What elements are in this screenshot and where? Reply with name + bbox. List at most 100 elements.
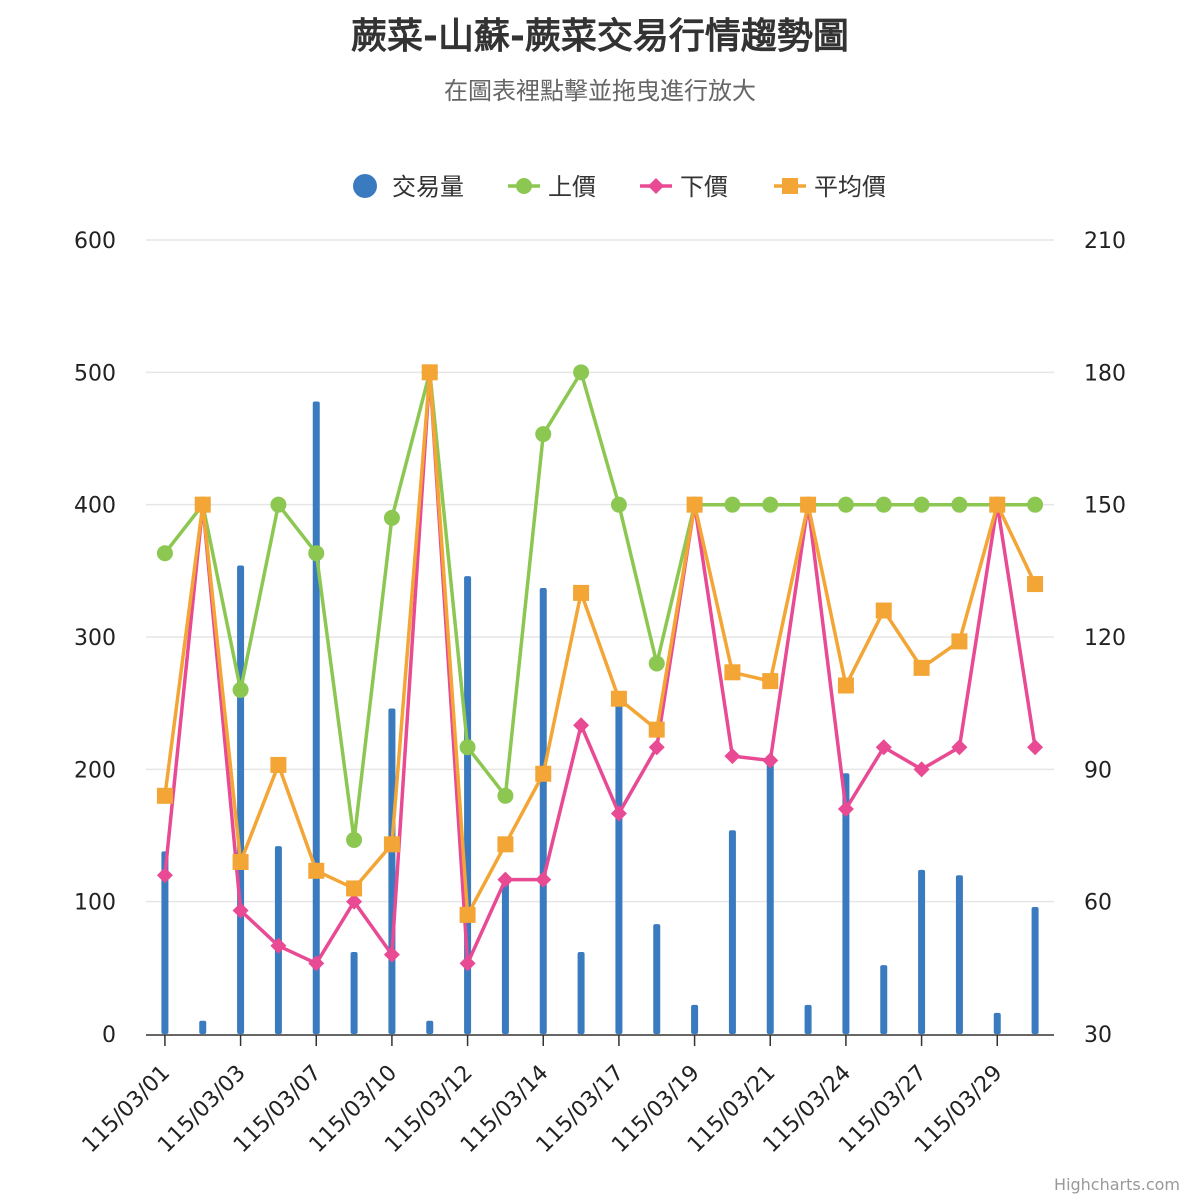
- credits-link[interactable]: Highcharts.com: [1054, 1175, 1180, 1194]
- data-point-marker[interactable]: [762, 496, 779, 513]
- data-point-marker[interactable]: [648, 655, 665, 672]
- legend-item[interactable]: 交易量: [353, 173, 464, 201]
- data-point-marker[interactable]: [383, 946, 400, 963]
- data-point-marker[interactable]: [194, 496, 211, 513]
- legend-symbol[interactable]: [648, 178, 664, 194]
- data-point-marker[interactable]: [383, 836, 400, 853]
- data-point-marker[interactable]: [535, 765, 552, 782]
- legend-item[interactable]: 下價: [640, 173, 728, 201]
- volume-bar[interactable]: [955, 875, 963, 1034]
- volume-bar[interactable]: [728, 830, 736, 1034]
- data-point-marker[interactable]: [913, 659, 930, 676]
- volume-bars: [161, 401, 1039, 1034]
- volume-bar[interactable]: [388, 708, 396, 1034]
- data-point-marker[interactable]: [837, 677, 854, 694]
- legend-symbol[interactable]: [782, 178, 798, 194]
- volume-bar[interactable]: [993, 1012, 1001, 1034]
- data-point-marker[interactable]: [989, 496, 1006, 513]
- data-point-marker[interactable]: [951, 633, 968, 650]
- data-point-marker[interactable]: [610, 805, 627, 822]
- data-point-marker[interactable]: [837, 801, 854, 818]
- data-point-marker[interactable]: [724, 748, 741, 765]
- data-point-marker[interactable]: [535, 426, 552, 443]
- legend-item[interactable]: 平均價: [774, 173, 886, 201]
- volume-bar[interactable]: [501, 880, 509, 1034]
- data-point-marker[interactable]: [346, 831, 363, 848]
- data-point-marker[interactable]: [573, 364, 590, 381]
- data-point-marker[interactable]: [232, 902, 249, 919]
- volume-bar[interactable]: [1031, 906, 1039, 1034]
- data-point-marker[interactable]: [837, 496, 854, 513]
- volume-bar[interactable]: [918, 869, 926, 1034]
- data-point-marker[interactable]: [270, 937, 287, 954]
- legend-label: 平均價: [814, 173, 886, 201]
- data-point-marker[interactable]: [232, 853, 249, 870]
- data-point-marker[interactable]: [610, 690, 627, 707]
- right-y-tick-label: 210: [1084, 229, 1126, 254]
- data-point-marker[interactable]: [573, 584, 590, 601]
- data-point-marker[interactable]: [497, 871, 514, 888]
- data-point-marker[interactable]: [610, 496, 627, 513]
- data-point-marker[interactable]: [459, 739, 476, 756]
- volume-bar[interactable]: [426, 1020, 434, 1034]
- data-point-marker[interactable]: [497, 787, 514, 804]
- data-point-marker[interactable]: [270, 756, 287, 773]
- data-point-marker[interactable]: [459, 955, 476, 972]
- volume-bar[interactable]: [237, 565, 245, 1034]
- data-point-marker[interactable]: [875, 739, 892, 756]
- data-point-marker[interactable]: [535, 871, 552, 888]
- volume-bar[interactable]: [161, 851, 169, 1034]
- data-point-marker[interactable]: [875, 602, 892, 619]
- volume-bar[interactable]: [804, 1004, 812, 1034]
- volume-bar[interactable]: [691, 1004, 699, 1034]
- data-point-marker[interactable]: [648, 721, 665, 738]
- data-point-marker[interactable]: [1027, 496, 1044, 513]
- series-line[interactable]: [163, 370, 1037, 917]
- data-point-marker[interactable]: [762, 752, 779, 769]
- volume-bar[interactable]: [653, 924, 661, 1034]
- data-point-marker[interactable]: [232, 681, 249, 698]
- volume-bar[interactable]: [577, 951, 585, 1034]
- data-point-marker[interactable]: [459, 906, 476, 923]
- data-point-marker[interactable]: [156, 867, 173, 884]
- volume-bar[interactable]: [539, 588, 547, 1034]
- data-point-marker[interactable]: [308, 955, 325, 972]
- data-point-marker[interactable]: [346, 893, 363, 910]
- right-y-axis: 30 60 90 120 150 180 210: [1084, 229, 1126, 1048]
- legend-item[interactable]: 上價: [508, 173, 596, 201]
- data-point-marker[interactable]: [497, 836, 514, 853]
- data-point-marker[interactable]: [875, 496, 892, 513]
- data-point-marker[interactable]: [800, 496, 817, 513]
- data-point-marker[interactable]: [724, 496, 741, 513]
- volume-bar[interactable]: [312, 401, 320, 1034]
- data-point-marker[interactable]: [308, 862, 325, 879]
- volume-bar[interactable]: [880, 965, 888, 1034]
- data-point-marker[interactable]: [573, 717, 590, 734]
- data-point-marker[interactable]: [762, 673, 779, 690]
- volume-bar[interactable]: [766, 756, 774, 1034]
- volume-bar[interactable]: [615, 703, 623, 1034]
- data-point-marker[interactable]: [346, 880, 363, 897]
- data-point-marker[interactable]: [1027, 576, 1044, 593]
- series-line[interactable]: [163, 370, 1037, 966]
- data-point-marker[interactable]: [156, 787, 173, 804]
- data-point-marker[interactable]: [951, 739, 968, 756]
- legend-symbol[interactable]: [516, 178, 532, 194]
- data-point-marker[interactable]: [270, 496, 287, 513]
- data-point-marker[interactable]: [913, 496, 930, 513]
- data-point-marker[interactable]: [308, 545, 325, 562]
- data-point-marker[interactable]: [421, 364, 438, 381]
- data-point-marker[interactable]: [648, 739, 665, 756]
- data-point-marker[interactable]: [1027, 739, 1044, 756]
- left-y-tick-label: 300: [74, 626, 116, 651]
- data-point-marker[interactable]: [686, 496, 703, 513]
- data-point-marker[interactable]: [383, 509, 400, 526]
- volume-bar[interactable]: [199, 1020, 207, 1034]
- data-point-marker[interactable]: [724, 664, 741, 681]
- data-point-marker[interactable]: [913, 761, 930, 778]
- data-point-marker[interactable]: [951, 496, 968, 513]
- volume-bar[interactable]: [842, 773, 850, 1034]
- data-point-marker[interactable]: [156, 545, 173, 562]
- volume-bar[interactable]: [350, 951, 358, 1034]
